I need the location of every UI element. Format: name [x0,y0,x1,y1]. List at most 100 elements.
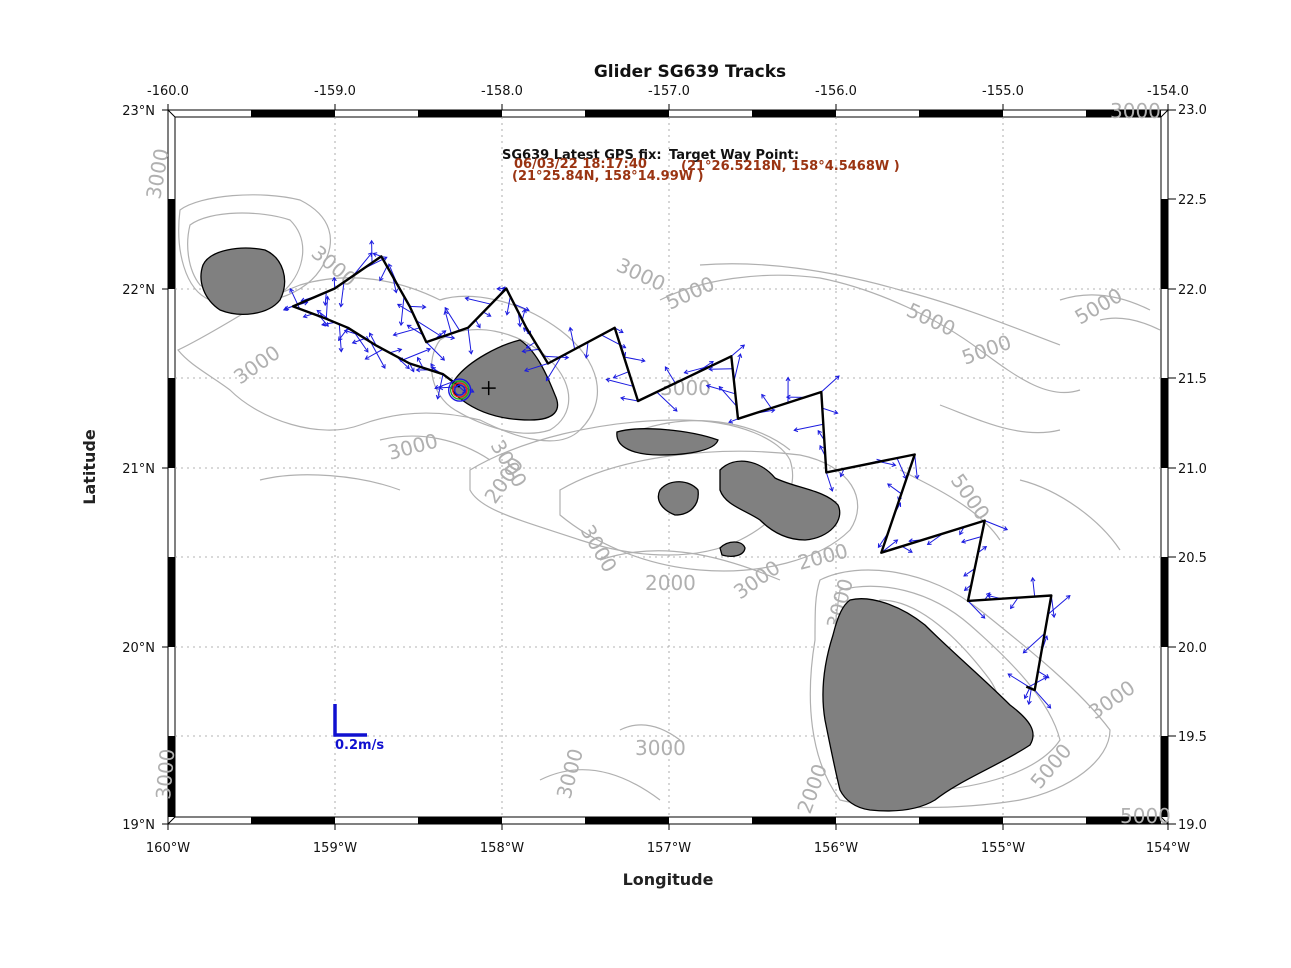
current-vector-head [1042,676,1048,681]
left-tick-label: 22°N [122,283,155,298]
top-tick-label: -159.0 [314,84,356,99]
current-vector [389,348,402,354]
current-vector-head [728,418,734,424]
current-vector [606,378,634,387]
current-vector [733,353,741,382]
current-vector-head [908,548,913,553]
current-vector-head [835,375,840,380]
velocity-scale-bar [333,704,367,737]
current-vector-head [545,376,551,382]
current-vector [506,296,511,315]
current-vector [417,357,424,369]
current-vector-head [1051,613,1057,619]
contour-label: 5000 [1120,804,1171,828]
current-vector [444,307,461,331]
current-vector-head [410,367,415,373]
current-vector-head [740,344,746,350]
current-vector [333,277,336,289]
current-vector [963,568,975,577]
right-tick-label: 23.0 [1178,103,1207,118]
island-lanai [657,481,699,516]
current-vector [730,344,745,357]
contour-label: 5000 [1071,283,1127,329]
current-vector [718,386,738,407]
current-vector [352,338,366,344]
current-vector [825,472,833,492]
current-vector-head [416,356,422,362]
right-tick-label: 19.0 [1178,818,1207,833]
current-vector-head [321,321,326,327]
current-vector [1010,597,1019,609]
current-vector [379,266,388,281]
current-vector-head [338,336,343,342]
current-vector [585,342,589,358]
current-vector [409,305,426,308]
current-vector [467,327,472,354]
current-vector-head [568,326,574,332]
current-vector [961,536,982,543]
top-tick-label: -155.0 [982,84,1024,99]
current-vector-head [980,614,986,619]
current-vector [324,292,327,306]
current-vector-head [368,332,374,338]
current-vector-head [761,393,766,399]
island-kahoolawe [719,541,746,557]
current-vector-head [430,363,435,368]
current-vector [352,252,373,276]
current-vector-head [398,321,404,327]
current-vector [728,418,739,423]
current-vector-head [406,324,412,330]
current-vector [1023,633,1046,654]
contour-label: 2000 [795,538,850,574]
right-tick-label: 20.5 [1178,551,1207,566]
current-vector [820,375,840,393]
current-vector [397,303,414,314]
current-vector [896,457,907,479]
current-vector-head [605,377,611,383]
island-maui [719,460,841,541]
current-vector [569,327,576,350]
current-vector-head [683,369,689,375]
bottom-tick-label: 154°W [1146,841,1190,856]
top-tick-label: -157.0 [648,84,690,99]
right-tick-label: 21.5 [1178,372,1207,387]
contour-label: 3000 [229,340,284,389]
current-vector [761,394,772,409]
right-tick-label: 21.0 [1178,462,1207,477]
contour-label: 5000 [946,469,995,524]
islands [200,247,1034,812]
bottom-tick-label: 158°W [480,841,524,856]
current-vector-head [372,252,378,257]
current-vector [365,348,384,360]
contour-label: 5000 [1025,739,1076,793]
bottom-tick-label: 155°W [981,841,1025,856]
gps-fix-ring [454,384,466,396]
bottom-tick-label: 157°W [647,841,691,856]
current-vector-head [718,385,724,391]
current-vector-head [343,329,349,334]
current-vector-head [709,360,714,366]
gps-fix-ring [448,378,472,402]
current-vector [794,423,824,431]
current-vector-head [893,539,899,544]
current-vector-head [338,347,344,353]
current-vector [1028,688,1032,705]
current-vector-head [877,543,883,549]
current-vector-head [444,306,449,312]
bathymetry-contours [177,194,1161,809]
gps-fix-ring [452,382,468,398]
velocity-scale-label: 0.2m/s [335,738,384,753]
current-vector [967,600,986,619]
current-vector [407,324,424,336]
current-vector-head [914,474,920,480]
current-vector-head [620,396,625,401]
current-vector [545,356,562,381]
left-tick-labels: 23°N 22°N 21°N 20°N 19°N [122,104,155,833]
current-vector [1034,689,1051,709]
current-vector-head [505,310,510,316]
current-vector [901,545,913,553]
island-molokai [616,428,719,456]
contour-label: 2000 [645,571,696,595]
current-vector-head [839,472,845,478]
current-vector-head [1030,576,1036,582]
